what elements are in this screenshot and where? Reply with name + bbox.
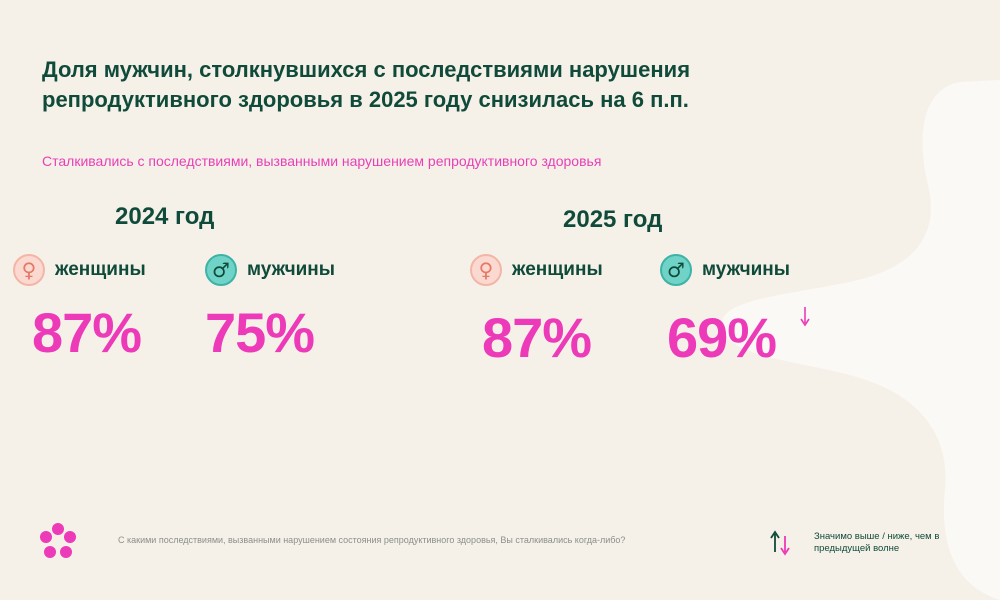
female-symbol-icon: ♀ bbox=[470, 254, 502, 286]
male-2024-label: мужчины bbox=[247, 259, 336, 280]
male-symbol-icon: ♂ bbox=[205, 254, 237, 286]
significance-arrows-icon bbox=[770, 530, 790, 556]
year-2025-label: 2025 год bbox=[563, 206, 663, 233]
flower-logo-icon bbox=[40, 523, 76, 558]
female-2025-header: ♀ женщины bbox=[470, 254, 603, 286]
male-symbol-icon: ♂ bbox=[660, 254, 692, 286]
survey-question: С какими последствиями, вызванными наруш… bbox=[118, 535, 626, 545]
year-2024-label: 2024 год bbox=[115, 203, 215, 230]
male-2024-value: 75% bbox=[205, 301, 315, 364]
title-line-2: репродуктивного здоровья в 2025 году сни… bbox=[42, 87, 689, 112]
female-2024-label: женщины bbox=[55, 259, 146, 280]
significance-legend: Значимо выше / ниже, чем в предыдущей во… bbox=[814, 531, 940, 554]
female-2025-label: женщины bbox=[512, 259, 603, 280]
page-title: Доля мужчин, столкнувшихся с последствия… bbox=[42, 55, 802, 115]
female-2025-value: 87% bbox=[482, 306, 592, 369]
female-symbol-icon: ♀ bbox=[13, 254, 45, 286]
male-2025-label: мужчины bbox=[702, 259, 791, 280]
female-2024-header: ♀ женщины bbox=[13, 254, 146, 286]
male-2024-header: ♂ мужчины bbox=[205, 254, 335, 286]
chart-subtitle: Сталкивались с последствиями, вызванными… bbox=[42, 153, 602, 169]
female-2024-value: 87% bbox=[32, 301, 142, 364]
male-2025-header: ♂ мужчины bbox=[660, 254, 790, 286]
down-arrow-icon bbox=[800, 307, 810, 327]
male-2025-value: 69% bbox=[667, 306, 777, 369]
title-line-1: Доля мужчин, столкнувшихся с последствия… bbox=[42, 57, 691, 82]
